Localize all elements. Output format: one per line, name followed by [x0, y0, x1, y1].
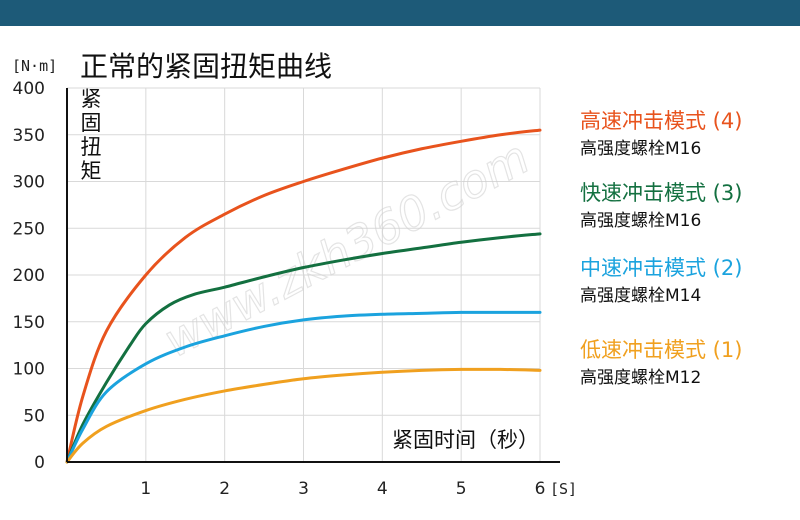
legend: 高速冲击模式 (4) 高强度螺栓M16 快速冲击模式 (3) 高强度螺栓M16 中速冲击… [580, 109, 742, 388]
series-group [65, 128, 542, 464]
legend-name: 高速冲击模式 (4) [580, 109, 742, 133]
legend-subtitle: 高强度螺栓M16 [580, 211, 701, 231]
y-tick-label: 250 [13, 219, 45, 239]
x-tick-label: 2 [219, 479, 230, 499]
series-line-1 [65, 128, 542, 464]
series-line-3 [65, 310, 542, 464]
legend-name: 快速冲击模式 (3) [580, 181, 742, 205]
x-tick-labels: 1 2 3 4 5 6 [140, 479, 545, 499]
series-line-2 [65, 232, 542, 464]
top-banner-bar [0, 0, 800, 26]
x-tick-label: 5 [456, 479, 467, 499]
y-tick-label: 200 [13, 266, 45, 286]
legend-name: 低速冲击模式 (1) [580, 338, 742, 362]
y-tick-label: 100 [13, 360, 45, 380]
x-tick-label: 4 [377, 479, 388, 499]
x-unit-label: [S] [550, 480, 577, 498]
y-tick-label: 150 [13, 313, 45, 333]
legend-name: 中速冲击模式 (2) [580, 256, 742, 280]
y-tick-labels: 0 50 100 150 200 250 300 350 400 [13, 79, 45, 473]
x-tick-label: 1 [140, 479, 151, 499]
legend-subtitle: 高强度螺栓M14 [580, 286, 701, 306]
chart-title: 正常的紧固扭矩曲线 [80, 50, 332, 83]
y-tick-label: 350 [13, 126, 45, 146]
y-tick-label: 300 [13, 173, 45, 193]
x-tick-label: 6 [535, 479, 546, 499]
y-tick-label: 0 [34, 453, 45, 473]
y-axis-title: 紧固扭矩 [81, 87, 102, 183]
legend-subtitle: 高强度螺栓M16 [580, 139, 701, 159]
y-tick-label: 400 [13, 79, 45, 99]
y-tick-label: 50 [23, 406, 45, 426]
x-axis-title: 紧固时间（秒） [392, 428, 539, 452]
legend-subtitle: 高强度螺栓M12 [580, 368, 701, 388]
watermark: www.zkh360.com [155, 130, 538, 368]
series-line-4 [65, 367, 542, 464]
x-tick-label: 3 [298, 479, 309, 499]
y-unit-label: [N·m] [12, 57, 57, 75]
